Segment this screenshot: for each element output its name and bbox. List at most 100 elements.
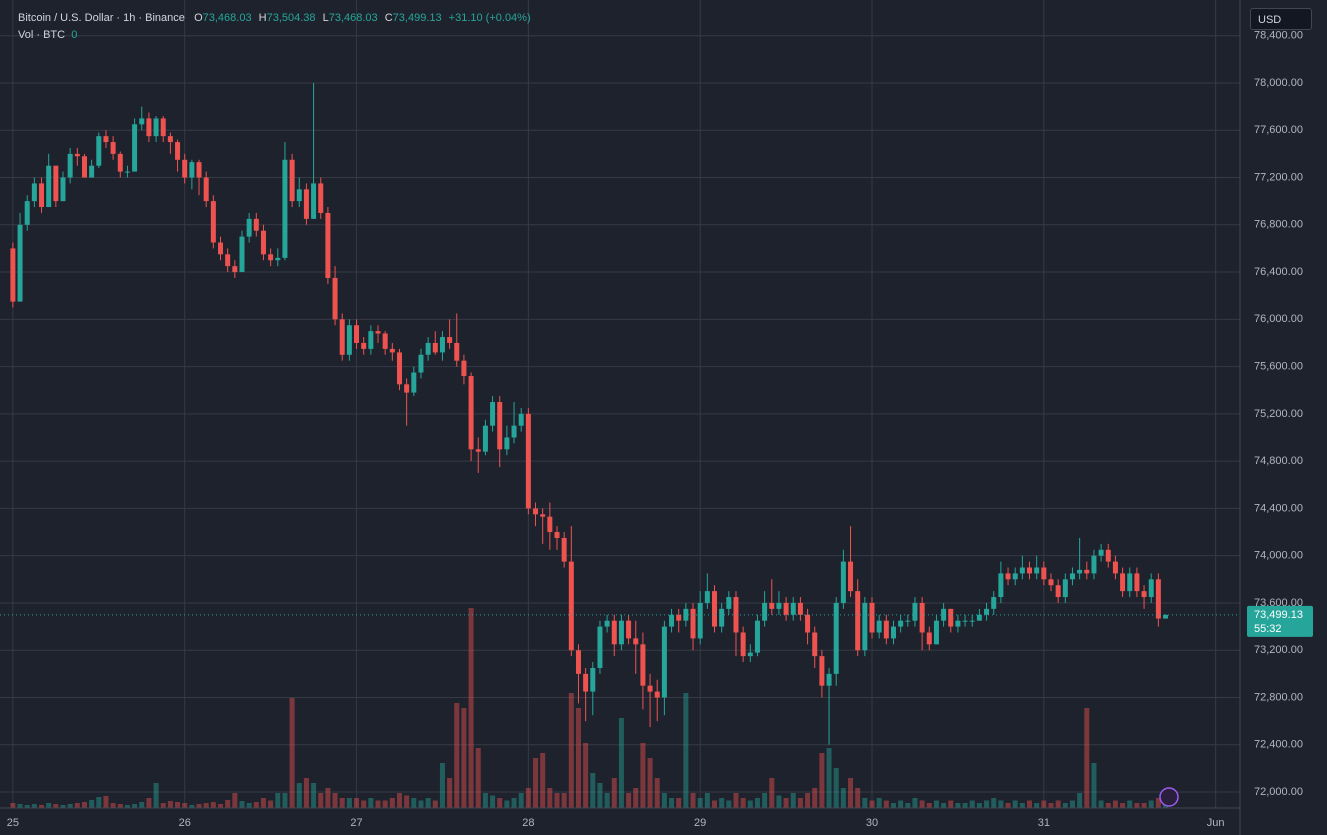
candle-body	[117, 153, 123, 172]
volume-bar	[432, 800, 438, 808]
y-tick-label: 74,800.00	[1254, 455, 1303, 467]
candle-body	[769, 602, 775, 609]
volume-bar	[46, 803, 52, 808]
candle-body	[368, 331, 374, 349]
volume-bar	[89, 800, 95, 808]
candle-body	[10, 248, 16, 302]
volume-bar	[955, 803, 961, 808]
candle-body	[411, 372, 417, 393]
candle-body	[661, 626, 667, 698]
candle-body	[339, 319, 345, 355]
candle-body	[525, 413, 531, 509]
volume-bar	[175, 802, 181, 808]
candle-body	[239, 236, 245, 273]
candle-body	[819, 656, 825, 686]
volume-bar	[53, 804, 59, 808]
volume-bar	[948, 800, 954, 808]
candle-body	[790, 602, 796, 615]
candle-body	[1141, 591, 1147, 598]
volume-bar	[368, 798, 374, 808]
volume-bar	[439, 763, 445, 808]
candle-body	[196, 162, 202, 178]
volume-bar	[518, 793, 524, 808]
volume-bar	[1034, 803, 1040, 808]
candle-body	[260, 230, 266, 255]
candle-body	[740, 632, 746, 657]
candle-body	[568, 561, 574, 651]
candle-body	[683, 608, 689, 621]
volume-bar	[24, 805, 30, 808]
volume-bar	[1055, 800, 1061, 808]
candle-body	[1077, 569, 1083, 574]
candle-body	[883, 620, 889, 639]
candle-body	[1069, 573, 1075, 580]
candle-body	[747, 652, 753, 657]
volume-bar	[382, 800, 388, 808]
candle-body	[447, 337, 453, 343]
candle-body	[1019, 567, 1025, 574]
volume-bar	[876, 798, 882, 808]
volume-bar	[475, 748, 481, 808]
y-tick-label: 77,600.00	[1254, 124, 1303, 136]
volume-bar	[618, 718, 624, 808]
volume-bar	[561, 793, 567, 808]
volume-bar	[346, 798, 352, 808]
volume-bar	[840, 788, 846, 808]
candle-body	[53, 165, 59, 202]
candle-body	[905, 620, 911, 622]
volume-bar	[962, 803, 968, 808]
volume-bar	[640, 743, 646, 808]
candle-body	[454, 342, 460, 361]
candle-body	[604, 620, 610, 627]
candle-body	[704, 591, 710, 603]
volume-bar	[182, 803, 188, 808]
candle-body	[475, 449, 481, 452]
candle-body	[332, 277, 338, 320]
candle-body	[1012, 573, 1018, 580]
volume-bar	[568, 693, 574, 808]
candle-body	[1005, 573, 1011, 580]
candle-body	[461, 360, 467, 377]
candle-body	[139, 118, 145, 125]
volume-bar	[697, 798, 703, 808]
volume-bar	[260, 798, 266, 808]
volume-bar	[425, 798, 431, 808]
candle-body	[167, 136, 173, 143]
candle-body	[547, 516, 553, 533]
candle-body	[948, 608, 954, 627]
volume-bar	[110, 803, 116, 808]
volume-bar	[611, 778, 617, 808]
y-tick-label: 78,400.00	[1254, 30, 1303, 42]
volume-bar	[239, 801, 245, 808]
volume-bar	[60, 805, 66, 808]
candle-body	[225, 254, 231, 267]
candle-body	[124, 171, 130, 173]
candle-body	[439, 337, 445, 353]
legend: Bitcoin / U.S. Dollar · 1h · Binance O73…	[18, 10, 535, 44]
h-key: H	[258, 12, 267, 24]
volume-bar	[769, 778, 775, 808]
candle-body	[1091, 555, 1097, 574]
candle-body	[1120, 573, 1126, 592]
volume-bar	[855, 788, 861, 808]
volume-bar	[747, 800, 753, 808]
volume-bar	[919, 800, 925, 808]
volume-bar	[540, 753, 546, 808]
candle-body	[346, 325, 352, 355]
candle-body	[389, 348, 395, 353]
ohlc-row: Bitcoin / U.S. Dollar · 1h · Binance O73…	[18, 10, 535, 27]
vol-row: Vol · BTC 0	[18, 27, 535, 44]
candle-body	[640, 644, 646, 686]
volume-bar	[332, 793, 338, 808]
candle-body	[533, 508, 539, 515]
volume-bar	[819, 753, 825, 808]
volume-bar	[890, 803, 896, 808]
y-tick-label: 74,000.00	[1254, 550, 1303, 562]
currency-button[interactable]: USD	[1250, 8, 1312, 30]
y-tick-label: 72,400.00	[1254, 739, 1303, 751]
volume-bar	[218, 804, 224, 808]
volume-bar	[339, 798, 345, 808]
candle-body	[96, 136, 102, 166]
volume-bar	[232, 793, 238, 808]
